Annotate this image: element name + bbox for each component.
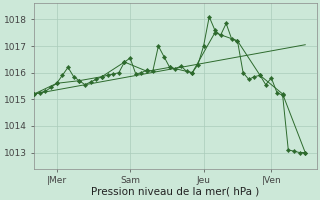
X-axis label: Pression niveau de la mer( hPa ): Pression niveau de la mer( hPa ) — [91, 187, 260, 197]
